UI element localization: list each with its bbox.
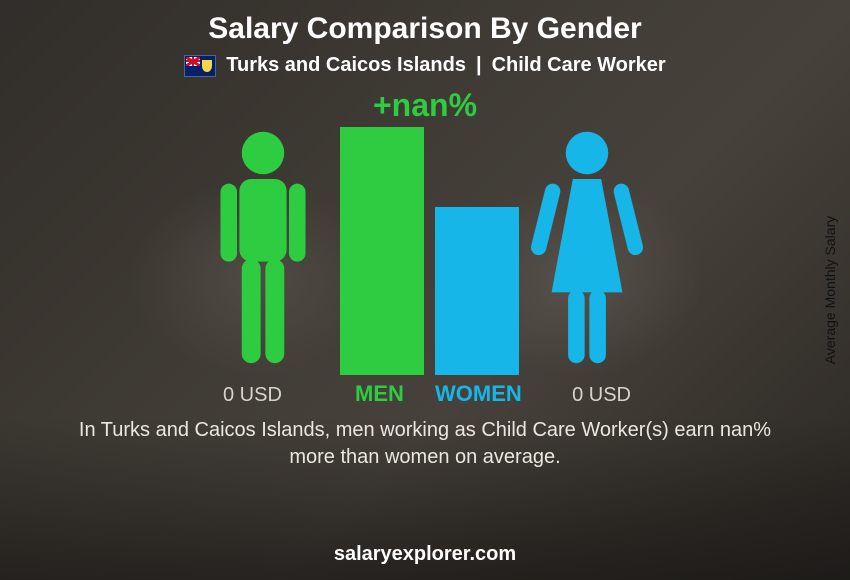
flag-icon <box>184 55 216 77</box>
salary-bar-chart: +nan% 0 USD MEN WO <box>145 83 705 413</box>
footer-source: salaryexplorer.com <box>334 543 516 566</box>
description-text: In Turks and Caicos Islands, men working… <box>65 417 785 471</box>
men-bar-label: MEN <box>355 381 404 407</box>
men-bar <box>340 127 424 375</box>
subtitle-row: Turks and Caicos Islands | Child Care Wo… <box>184 54 665 77</box>
y-axis-label: Average Monthly Salary <box>822 216 838 364</box>
page-title: Salary Comparison By Gender <box>208 12 641 46</box>
pct-diff-label: +nan% <box>373 87 477 124</box>
men-value-label: 0 USD <box>223 384 282 407</box>
women-value-label: 0 USD <box>572 384 631 407</box>
country-label: Turks and Caicos Islands <box>226 54 466 77</box>
male-figure-icon <box>203 127 323 375</box>
separator: | <box>476 54 482 77</box>
women-bar <box>435 207 519 375</box>
women-bar-label: WOMEN <box>435 381 522 407</box>
job-label: Child Care Worker <box>492 54 666 77</box>
infographic-content: Salary Comparison By Gender Turks and Ca… <box>0 0 850 580</box>
female-figure-icon <box>527 127 647 375</box>
